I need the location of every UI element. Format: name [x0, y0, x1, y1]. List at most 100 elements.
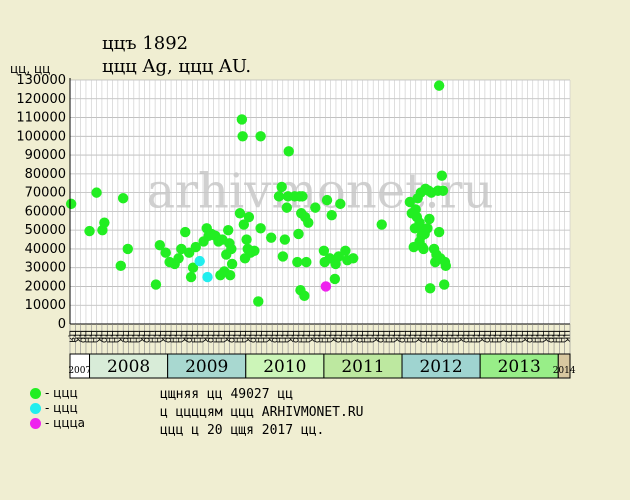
month-label: цр	[205, 330, 216, 343]
data-point	[292, 256, 303, 268]
cyan-dot-icon	[30, 403, 41, 414]
month-label: цк	[93, 330, 104, 343]
month-label: цн	[556, 330, 567, 343]
month-label: цн	[513, 330, 524, 343]
month-label: цн	[232, 330, 243, 343]
data-point	[84, 225, 95, 237]
month-label: цр	[77, 330, 88, 343]
month-label: цк	[306, 330, 317, 343]
month-label: цк	[157, 330, 168, 343]
month-label: цк	[136, 330, 147, 343]
month-label: цн	[258, 330, 269, 343]
month-label: цк	[349, 330, 360, 343]
month-label: цн	[274, 330, 285, 343]
month-label: цн	[508, 330, 519, 343]
month-label: цн	[130, 330, 141, 343]
month-label: цр	[439, 330, 450, 343]
y-tick-label: 20000	[25, 279, 66, 294]
year-band	[479, 353, 559, 379]
data-point	[194, 255, 205, 267]
year-band	[557, 353, 571, 379]
y-tick-label: 130000	[16, 73, 66, 88]
data-point	[265, 232, 277, 243]
month-label: цк	[221, 330, 232, 343]
year-label: 2007	[68, 366, 91, 376]
y-tick-label: 120000	[16, 92, 66, 107]
coin-title: ццъ 1892	[102, 33, 189, 54]
month-label: цр	[482, 330, 493, 343]
month-label: цр	[524, 330, 535, 343]
data-point	[414, 217, 425, 228]
data-point	[160, 247, 171, 258]
month-label: цк	[200, 330, 211, 343]
data-point	[243, 211, 255, 223]
data-point	[329, 273, 341, 285]
data-point	[424, 213, 435, 225]
y-tick-label: 30000	[25, 261, 66, 276]
month-label: цр	[99, 330, 110, 343]
month-label: цк	[412, 330, 423, 343]
month-label: цр	[226, 330, 237, 343]
scatter-chart: 0 10000 20000 30000 40000 50000 60000 70000 8000…	[16, 73, 576, 379]
data-point	[224, 270, 236, 281]
month-label: цн	[210, 330, 221, 343]
month-label: цн	[301, 330, 312, 343]
data-point	[321, 194, 333, 206]
data-point	[348, 253, 359, 264]
month-label: цк	[285, 330, 296, 343]
month-label: цк	[72, 330, 83, 343]
month-label: цн	[216, 330, 227, 343]
data-point	[439, 279, 450, 290]
month-label: цр	[290, 330, 301, 343]
month-label: цр	[545, 330, 556, 343]
data-point	[418, 243, 429, 255]
data-point	[318, 245, 330, 256]
data-point	[310, 202, 321, 213]
month-label: цн	[109, 330, 120, 343]
month-label: цн	[189, 330, 200, 343]
month-label: цр	[503, 330, 514, 343]
month-label: цр	[162, 330, 173, 343]
month-label: цн	[407, 330, 418, 343]
month-label: цн	[471, 330, 482, 343]
data-point	[65, 198, 77, 210]
month-label: цн	[338, 330, 349, 343]
month-label: цр	[396, 330, 407, 343]
data-point	[187, 262, 199, 273]
data-point	[226, 258, 238, 270]
data-point	[326, 209, 337, 221]
month-label: цн	[551, 330, 562, 343]
month-label: цн	[423, 330, 434, 343]
month-label: цн	[317, 330, 328, 343]
y-tick-label: 70000	[25, 186, 66, 201]
month-label: цр	[354, 330, 365, 343]
data-point	[279, 234, 291, 245]
data-point	[176, 243, 187, 255]
y-tick-label: 10000	[25, 298, 66, 313]
month-label: цн	[104, 330, 115, 343]
month-label: цр	[141, 330, 152, 343]
y-tick-label: 80000	[25, 167, 66, 182]
month-label: цн	[492, 330, 503, 343]
data-point	[234, 208, 246, 219]
month-label: цн	[487, 330, 498, 343]
month-label: цн	[402, 330, 413, 343]
data-point	[440, 260, 451, 272]
month-label: цк	[115, 330, 126, 343]
month-label: цн	[466, 330, 477, 343]
month-label: цн	[380, 330, 391, 343]
y-tick-label: 110000	[16, 111, 66, 126]
data-point	[249, 245, 260, 256]
data-point	[117, 193, 129, 204]
month-label: цк	[476, 330, 487, 343]
data-point	[241, 234, 252, 245]
data-point	[276, 181, 287, 193]
data-point	[180, 226, 191, 238]
data-point	[404, 196, 416, 208]
legend-item-green: - ццц	[30, 386, 78, 400]
month-label: цн	[386, 330, 397, 343]
month-label: цк	[455, 330, 466, 343]
year-label: 2008	[107, 357, 150, 377]
data-point	[433, 226, 445, 238]
month-label: цк	[561, 330, 572, 343]
